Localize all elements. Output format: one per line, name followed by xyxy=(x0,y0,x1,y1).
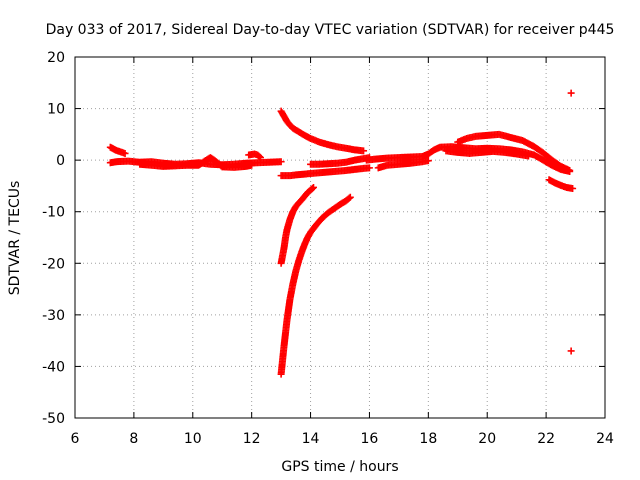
data-point xyxy=(567,89,575,97)
data-point xyxy=(524,152,532,160)
grid xyxy=(75,57,605,418)
x-tick-label: 8 xyxy=(129,431,138,447)
data-point xyxy=(566,166,574,174)
data-point xyxy=(345,194,353,202)
data-point xyxy=(256,153,264,161)
data-point xyxy=(567,347,575,355)
x-tick-label: 22 xyxy=(537,431,555,447)
y-tick-label: -20 xyxy=(42,256,65,272)
x-tick-label: 18 xyxy=(419,431,437,447)
data-point xyxy=(310,183,317,191)
y-tick-label: -10 xyxy=(42,205,65,221)
x-tick-label: 20 xyxy=(478,431,496,447)
x-tick-label: 16 xyxy=(361,431,379,447)
x-tick-label: 10 xyxy=(184,431,202,447)
y-tick-label: 10 xyxy=(47,102,65,118)
y-tick-label: -30 xyxy=(42,308,65,324)
x-axis-title: GPS time / hours xyxy=(281,459,398,475)
data-point xyxy=(257,154,264,162)
data-point xyxy=(424,157,432,165)
data-point xyxy=(360,147,368,155)
y-tick-label: -50 xyxy=(42,411,65,427)
x-tick-label: 12 xyxy=(243,431,261,447)
data-point xyxy=(569,185,577,193)
axis-ticks: 6 8 10 12 14 16 18 20 22 24 20 10 0 -10 -20 -30 -40 -50 xyxy=(42,50,614,447)
y-tick-label: 20 xyxy=(47,50,65,66)
data-point xyxy=(277,158,285,166)
data-point xyxy=(309,184,317,192)
plot-frame xyxy=(74,56,606,419)
y-tick-label: 0 xyxy=(56,153,65,169)
x-tick-label: 24 xyxy=(596,431,614,447)
y-tick-label: -40 xyxy=(42,359,65,375)
x-tick-label: 6 xyxy=(71,431,80,447)
data-points xyxy=(106,89,577,378)
data-point xyxy=(346,193,354,201)
data-point xyxy=(365,164,373,172)
data-point xyxy=(121,149,129,157)
y-axis-title: SDTVAR / TECUs xyxy=(7,181,23,296)
data-point xyxy=(248,161,256,169)
chart-title: Day 033 of 2017, Sidereal Day-to-day VTE… xyxy=(46,22,615,38)
x-tick-label: 14 xyxy=(302,431,320,447)
